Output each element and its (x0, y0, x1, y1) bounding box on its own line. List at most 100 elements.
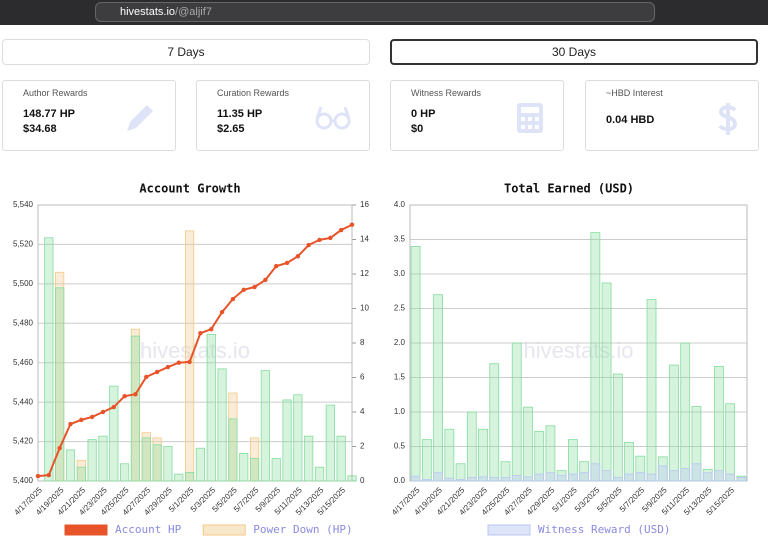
bar (109, 385, 119, 482)
charts: Account Growth hivestats.io 5,400 5,420 5,44… (12, 182, 748, 536)
point (133, 392, 138, 397)
bar (714, 366, 724, 482)
bar (455, 479, 466, 482)
bar (691, 463, 702, 482)
card: Witness Rewards 0 HP $0 (390, 80, 564, 151)
point (187, 359, 192, 365)
point (349, 222, 355, 227)
tab-button[interactable]: 30 Days (390, 39, 758, 65)
card-value: 0 HP (411, 108, 436, 120)
point (68, 421, 73, 427)
point (295, 254, 301, 259)
bar (556, 475, 567, 482)
bar (228, 418, 238, 482)
bar (523, 406, 533, 482)
bar (702, 472, 713, 482)
bar (590, 232, 601, 482)
bar (534, 473, 545, 482)
bar (646, 473, 657, 482)
bar (511, 475, 522, 482)
bar (680, 468, 691, 482)
bar (217, 368, 227, 482)
bar (65, 449, 76, 482)
point (89, 414, 95, 420)
point (328, 235, 333, 241)
bar (669, 364, 679, 482)
browser-toolbar: hivestats.io/@aljif7 (0, 0, 768, 25)
plot-frame (37, 204, 353, 482)
y-tick-label: 2.5 (394, 304, 406, 313)
bar (646, 299, 657, 482)
bar (239, 452, 249, 482)
y2-tick-label: 16 (360, 200, 369, 209)
bar (590, 463, 601, 482)
y2-tick-label: 0 (360, 476, 365, 485)
bar (421, 439, 432, 482)
bar (152, 444, 162, 482)
url-path: /@aljif7 (175, 6, 212, 18)
card-value: $0 (411, 123, 424, 135)
bar (478, 428, 488, 482)
legend-label: Account HP (115, 523, 182, 536)
card: Curation Rewards 11.35 HP $2.65 (196, 80, 370, 151)
bar (444, 477, 455, 482)
card-title: Curation Rewards (217, 88, 290, 98)
bar (466, 477, 477, 482)
bar (304, 435, 314, 482)
bar (534, 430, 545, 482)
bar (725, 403, 736, 482)
card-title: Witness Rewards (411, 88, 482, 98)
bar (725, 473, 736, 482)
bar (55, 287, 65, 482)
point (241, 287, 246, 292)
y2-tick-label: 4 (360, 407, 365, 416)
bar (612, 477, 623, 482)
bar (657, 465, 668, 482)
bar (260, 370, 270, 482)
bar (314, 466, 325, 482)
point (252, 284, 257, 290)
bar (336, 435, 346, 482)
bar (500, 477, 511, 482)
bar (545, 472, 556, 482)
y-tick-label: 5,480 (13, 318, 34, 327)
bar (511, 342, 522, 482)
legend-label: Power Down (HP) (253, 523, 352, 536)
address-bar[interactable]: hivestats.io/@aljif7 (95, 2, 655, 22)
card: Author Rewards 148.77 HP $34.68 (2, 80, 176, 151)
bar (444, 428, 455, 482)
bar (293, 394, 303, 482)
bar (195, 447, 206, 482)
bar (120, 463, 130, 482)
plot-frame (409, 204, 748, 482)
bar (635, 472, 646, 482)
y-tick-label: 5,520 (13, 240, 34, 249)
point (306, 242, 311, 248)
url-host: hivestats.io (120, 6, 176, 18)
point (79, 417, 84, 423)
y-tick-label: 3.0 (394, 269, 406, 278)
point (144, 374, 149, 380)
bar (455, 463, 466, 482)
y-tick-label: 1.5 (394, 373, 406, 382)
y2-tick-label: 10 (360, 304, 369, 313)
chart-title: Account Growth (139, 182, 240, 196)
tab-button[interactable]: 7 Days (2, 39, 370, 65)
bar (489, 363, 500, 482)
bar (141, 437, 151, 482)
point (263, 277, 268, 283)
bar (489, 477, 500, 482)
bar (184, 471, 195, 482)
card-value: 0.04 HBD (606, 114, 655, 126)
point (100, 409, 106, 415)
y-tick-label: 5,500 (13, 279, 34, 288)
point (122, 394, 127, 399)
bar (271, 458, 281, 482)
bar (44, 237, 54, 482)
calculator-icon (517, 103, 543, 133)
y-tick-label: 0.0 (394, 476, 406, 485)
point (57, 445, 62, 451)
point (274, 263, 279, 269)
point (230, 296, 236, 302)
